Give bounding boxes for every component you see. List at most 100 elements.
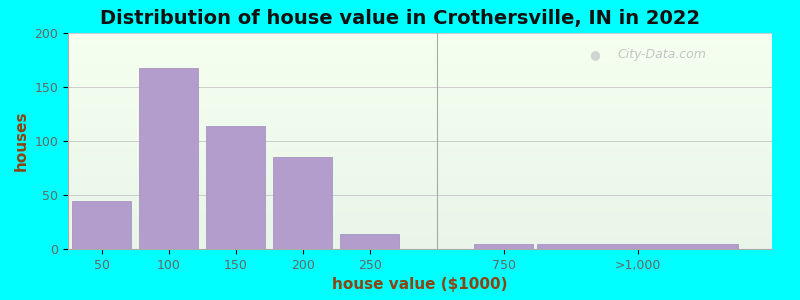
- Bar: [68, 217, 772, 219]
- Bar: [68, 158, 772, 160]
- Bar: [68, 169, 772, 171]
- Bar: [68, 37, 772, 40]
- Bar: [68, 113, 772, 115]
- Bar: [68, 35, 772, 37]
- Text: Distribution of house value in Crothersville, IN in 2022: Distribution of house value in Crothersv…: [100, 9, 700, 28]
- Bar: [68, 96, 772, 98]
- Bar: [68, 191, 772, 193]
- Bar: [68, 70, 772, 72]
- Bar: [68, 184, 772, 186]
- Bar: [68, 85, 772, 87]
- Bar: [68, 214, 772, 217]
- Bar: [68, 197, 772, 199]
- Bar: [68, 89, 772, 91]
- Bar: [68, 208, 772, 210]
- Bar: [68, 72, 772, 74]
- Bar: [68, 115, 772, 117]
- Bar: [206, 126, 265, 249]
- Bar: [68, 48, 772, 50]
- Bar: [68, 42, 772, 44]
- Bar: [68, 117, 772, 119]
- Bar: [68, 40, 772, 42]
- Bar: [68, 61, 772, 63]
- Bar: [68, 124, 772, 126]
- Bar: [68, 210, 772, 212]
- Bar: [68, 238, 772, 240]
- Bar: [68, 33, 772, 35]
- Y-axis label: houses: houses: [14, 111, 29, 171]
- Bar: [68, 225, 772, 227]
- Bar: [68, 80, 772, 83]
- Bar: [68, 111, 772, 113]
- Bar: [68, 122, 772, 124]
- Bar: [68, 102, 772, 104]
- Bar: [68, 65, 772, 68]
- Bar: [68, 76, 772, 78]
- Bar: [68, 163, 772, 165]
- Bar: [68, 152, 772, 154]
- Bar: [68, 104, 772, 106]
- Bar: [72, 202, 131, 249]
- Bar: [68, 156, 772, 158]
- Bar: [68, 199, 772, 202]
- Bar: [68, 227, 772, 230]
- Bar: [68, 219, 772, 221]
- Bar: [68, 74, 772, 76]
- Bar: [68, 148, 772, 150]
- Bar: [68, 188, 772, 191]
- Bar: [68, 119, 772, 122]
- Bar: [68, 55, 772, 57]
- X-axis label: house value ($1000): house value ($1000): [332, 277, 508, 292]
- Bar: [68, 137, 772, 139]
- Bar: [68, 68, 772, 70]
- Bar: [68, 206, 772, 208]
- Bar: [68, 132, 772, 134]
- Text: City-Data.com: City-Data.com: [617, 48, 706, 61]
- Bar: [68, 204, 772, 206]
- Bar: [68, 221, 772, 223]
- Bar: [68, 83, 772, 85]
- Bar: [68, 46, 772, 48]
- Bar: [68, 126, 772, 128]
- Bar: [68, 143, 772, 145]
- Bar: [68, 247, 772, 249]
- Bar: [68, 145, 772, 148]
- Bar: [68, 57, 772, 59]
- Bar: [68, 230, 772, 232]
- Bar: [68, 173, 772, 175]
- Bar: [68, 59, 772, 61]
- Bar: [68, 167, 772, 169]
- Bar: [68, 94, 772, 96]
- Bar: [68, 139, 772, 141]
- Bar: [68, 160, 772, 163]
- Bar: [68, 87, 772, 89]
- Bar: [68, 171, 772, 173]
- Bar: [68, 109, 772, 111]
- Bar: [139, 68, 198, 249]
- Bar: [68, 91, 772, 94]
- Bar: [68, 98, 772, 100]
- Bar: [68, 186, 772, 188]
- Bar: [68, 212, 772, 214]
- Bar: [68, 130, 772, 132]
- Bar: [68, 202, 772, 204]
- Bar: [68, 182, 772, 184]
- Bar: [68, 78, 772, 80]
- Bar: [474, 244, 534, 249]
- Bar: [68, 176, 772, 178]
- Bar: [68, 141, 772, 143]
- Bar: [68, 44, 772, 46]
- Bar: [68, 165, 772, 167]
- Bar: [68, 232, 772, 234]
- Bar: [538, 244, 738, 249]
- Bar: [340, 234, 399, 249]
- Bar: [68, 245, 772, 247]
- Bar: [68, 134, 772, 137]
- Bar: [68, 63, 772, 65]
- Bar: [68, 52, 772, 55]
- Bar: [68, 100, 772, 102]
- Bar: [68, 223, 772, 225]
- Bar: [68, 180, 772, 182]
- Bar: [68, 240, 772, 242]
- Bar: [68, 50, 772, 52]
